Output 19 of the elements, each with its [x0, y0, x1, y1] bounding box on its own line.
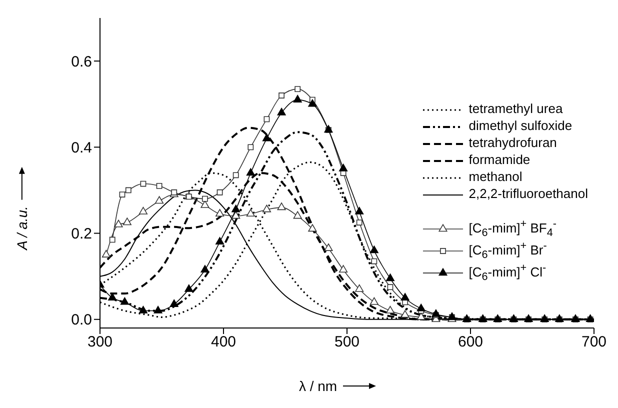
- y-tick-label: 0.4: [71, 139, 92, 156]
- x-tick-label: 600: [458, 334, 484, 351]
- legend-label: formamide: [468, 152, 530, 167]
- legend-label: [C$_{6}$-mim]$^{+}$ Cl$^{-}$: [468, 262, 546, 283]
- legend-label: dimethyl sulfoxide: [468, 118, 572, 133]
- legend-label: [C$_{6}$-mim]$^{+}$ Br$^{-}$: [468, 240, 547, 261]
- legend-label: tetramethyl urea: [468, 101, 563, 116]
- y-tick-label: 0.6: [71, 53, 92, 70]
- legend-label: tetrahydrofuran: [468, 135, 557, 150]
- x-tick-label: 700: [581, 334, 607, 351]
- legend-label: 2,2,2-trifluoroethanol: [468, 186, 588, 201]
- x-axis-title: λ / nm: [298, 378, 338, 394]
- x-tick-label: 400: [210, 334, 236, 351]
- y-tick-label: 0.0: [71, 312, 92, 329]
- x-tick-label: 300: [87, 334, 113, 351]
- y-axis-title: A / a.u.: [14, 206, 30, 250]
- legend-label: methanol: [468, 169, 522, 184]
- x-tick-label: 500: [334, 334, 360, 351]
- y-tick-label: 0.2: [71, 226, 92, 243]
